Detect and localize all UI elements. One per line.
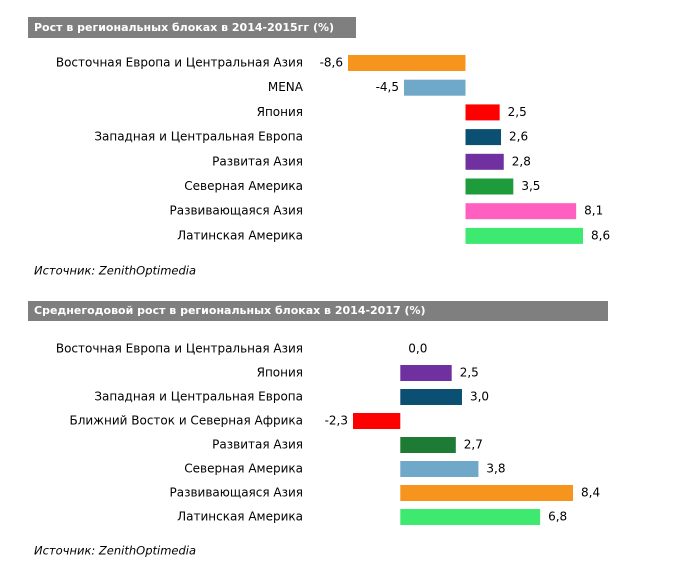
value-label: 8,6 [591,228,610,242]
value-label: 2,6 [509,130,528,144]
category-label: Япония [257,105,303,119]
bar [465,129,502,146]
chart-title: Среднегодовой рост в региональных блоках… [34,304,426,317]
bar [400,437,456,453]
value-label: 2,5 [508,105,527,119]
value-label: 2,5 [460,366,479,380]
value-label: 3,5 [521,179,540,193]
value-label: 6,8 [548,510,567,524]
source-note: Источник: ZenithOptimedia [34,264,196,278]
bar [400,389,462,405]
bar [353,413,401,429]
bar [400,365,452,381]
source-note: Источник: ZenithOptimedia [34,544,196,558]
category-label: Развитая Азия [212,154,303,168]
value-label: -2,3 [325,414,348,428]
value-label: 2,7 [464,438,483,452]
bar [404,79,466,96]
category-label: Ближний Восток и Северная Африка [69,414,303,428]
value-label: 3,8 [486,462,505,476]
bar [400,509,541,525]
category-label: Развивающаяся Азия [170,486,303,500]
value-label: 8,4 [581,486,600,500]
category-label: Латинская Америка [177,510,303,524]
bar [400,485,573,501]
category-label: Западная и Центральная Европа [94,390,303,404]
category-label: Япония [257,366,303,380]
category-label: Развивающаяся Азия [170,204,303,218]
title-banner [28,17,356,38]
value-label: 0,0 [408,342,427,356]
bar [465,203,577,220]
category-label: MENA [268,80,304,94]
bar [348,55,466,71]
value-label: 8,1 [584,204,603,218]
bar [400,461,479,477]
category-label: Северная Америка [184,462,303,476]
bar [465,153,504,170]
category-label: Восточная Европа и Центральная Азия [56,56,303,70]
category-label: Латинская Америка [177,228,303,242]
bar [465,227,583,244]
value-label: -8,6 [320,56,343,70]
chart-title: Рост в региональных блоках в 2014-2015гг… [34,21,334,34]
value-label: -4,5 [376,80,399,94]
value-label: 2,8 [512,154,531,168]
value-label: 3,0 [470,390,489,404]
title-banner [28,301,608,321]
bar [465,178,514,195]
category-label: Северная Америка [184,179,303,193]
bar [465,104,500,121]
category-label: Западная и Центральная Европа [94,130,303,144]
category-label: Развитая Азия [212,438,303,452]
category-label: Восточная Европа и Центральная Азия [56,342,303,356]
